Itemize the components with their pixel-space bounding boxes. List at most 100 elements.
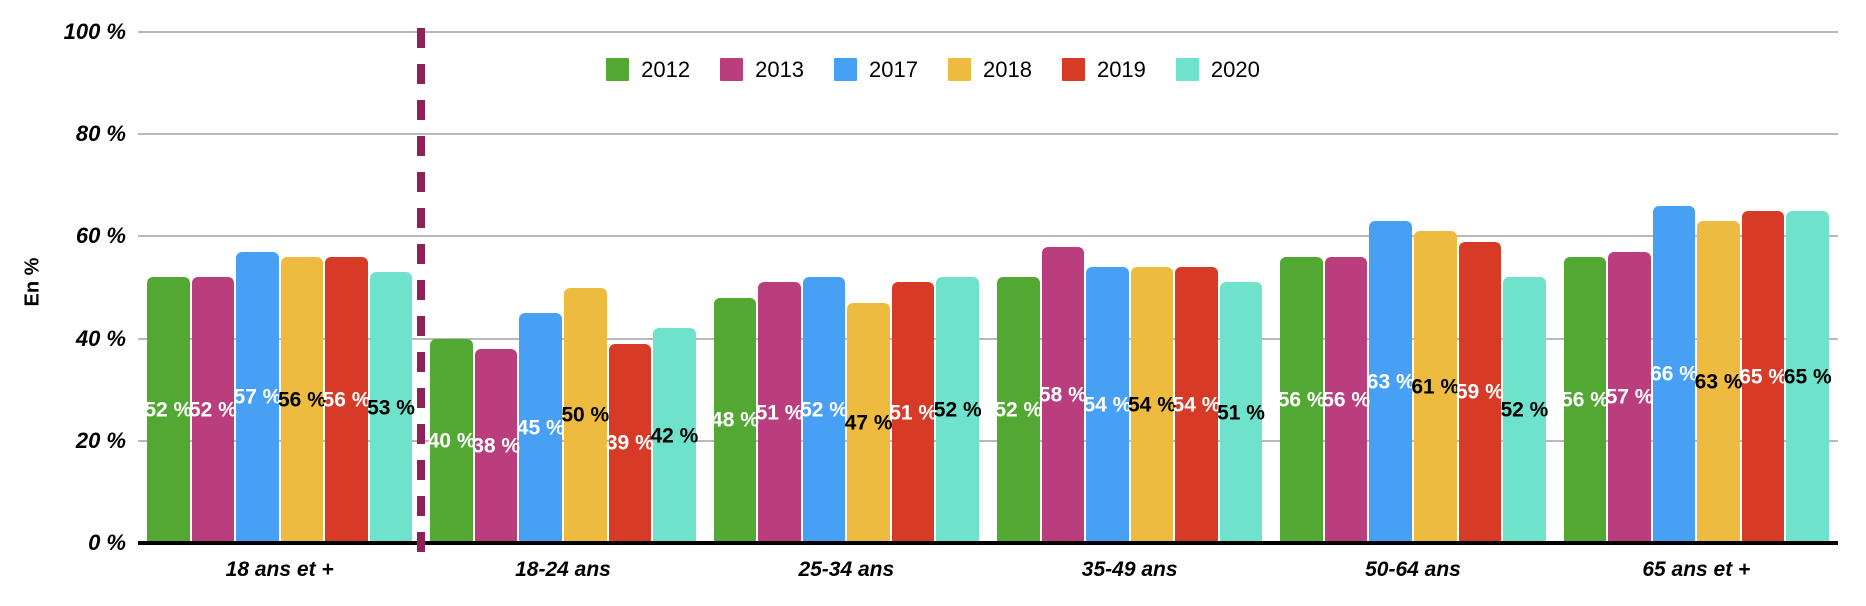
legend-item-2013: 2013 (720, 58, 804, 81)
bar-2013-25-34-ans (758, 282, 801, 543)
legend-swatch-2018 (948, 58, 971, 81)
bar-2017-25-34-ans (802, 277, 846, 543)
bar-value-label: 38 % (472, 434, 521, 458)
bar-2018-65-ans-et-+ (1697, 221, 1740, 543)
bar-value-label: 57 % (233, 385, 282, 409)
bar-value-label: 50 % (561, 403, 610, 427)
y-tick-label-0: 0 % (88, 530, 126, 555)
bar-value-label: 57 % (1605, 385, 1654, 409)
bar-value-label: 45 % (516, 416, 565, 440)
bar-2017-50-64-ans (1369, 221, 1412, 543)
bar-2020-18-24-ans (653, 328, 696, 543)
bar-value-label: 56 % (278, 388, 326, 412)
legend-item-2017: 2017 (834, 58, 918, 81)
bar-value-label: 53 % (367, 396, 415, 420)
bar-value-label: 51 % (1217, 401, 1265, 425)
bar-2018-50-64-ans (1414, 231, 1457, 543)
y-tick-label-60: 60 % (75, 223, 126, 249)
y-tick-label-100: 100 % (63, 19, 126, 44)
bar-value-label: 54 % (1128, 393, 1176, 417)
bar-2020-18-ans-et-+ (369, 272, 413, 543)
bar-value-label: 65 % (1739, 365, 1788, 389)
bar-value-label: 65 % (1783, 365, 1832, 389)
bar-value-label: 66 % (1650, 362, 1698, 386)
bar-value-label: 56 % (1277, 388, 1326, 412)
legend-swatch-2017 (834, 58, 858, 81)
bar-2019-65-ans-et-+ (1741, 210, 1785, 543)
x-axis-label-18-ans-et-+: 18 ans et + (225, 558, 334, 581)
legend-label: 2020 (1210, 56, 1260, 82)
gridline-60 (138, 235, 1838, 238)
bar-value-label: 42 % (650, 424, 699, 448)
bar-value-label: 40 % (427, 429, 476, 453)
bar-value-label: 48 % (711, 408, 759, 432)
x-axis-label-18-24-ans: 18-24 ans (515, 558, 611, 581)
y-tick-label-80: 80 % (75, 121, 126, 147)
legend-label: 2019 (1096, 56, 1146, 82)
bar-2012-18-24-ans (430, 338, 473, 543)
bar-2017-18-24-ans (519, 313, 562, 543)
bar-value-label: 54 % (1172, 393, 1221, 417)
gridline-20 (138, 439, 1838, 442)
y-tick-label-40: 40 % (75, 325, 126, 351)
bar-value-label: 63 % (1694, 370, 1743, 394)
bar-value-label: 59 % (1455, 380, 1504, 404)
bar-value-label: 58 % (1038, 383, 1087, 407)
legend: 2012 2013 2017 2018 2019 2020 (0, 58, 1866, 81)
bar-value-label: 52 % (800, 398, 848, 422)
bar-value-label: 56 % (1322, 388, 1371, 412)
bar-2012-35-49-ans (997, 277, 1040, 543)
bar-2017-65-ans-et-+ (1652, 205, 1696, 543)
bar-2013-65-ans-et-+ (1608, 251, 1651, 543)
legend-item-2012: 2012 (606, 58, 690, 81)
bar-value-label: 52 % (188, 398, 237, 422)
legend-label: 2013 (755, 56, 805, 82)
bar-2020-65-ans-et-+ (1786, 210, 1829, 543)
bar-value-label: 54 % (1083, 393, 1132, 417)
bar-2017-18-ans-et-+ (236, 251, 279, 543)
bar-2012-18-ans-et-+ (147, 277, 190, 543)
bar-2013-18-ans-et-+ (191, 277, 235, 543)
bar-2020-50-64-ans (1503, 277, 1546, 543)
bar-2013-35-49-ans (1041, 246, 1085, 543)
bar-2020-25-34-ans (936, 277, 979, 543)
gridline-80 (138, 133, 1838, 136)
bar-value-label: 56 % (1561, 388, 1609, 412)
x-axis-label-25-34-ans: 25-34 ans (798, 558, 895, 581)
bar-2012-25-34-ans (713, 297, 757, 543)
legend-item-2018: 2018 (948, 58, 1032, 81)
bar-value-label: 52 % (144, 398, 193, 422)
bar-2018-18-ans-et-+ (280, 256, 324, 543)
bar-2017-35-49-ans (1086, 267, 1129, 543)
bar-2019-18-24-ans (608, 343, 652, 543)
y-axis-title: En % (21, 257, 44, 307)
legend-label: 2017 (869, 56, 918, 82)
legend-swatch-2012 (606, 58, 630, 81)
bar-value-label: 56 % (322, 388, 371, 412)
bar-2019-50-64-ans (1458, 241, 1502, 543)
x-axis-label-35-49-ans: 35-49 ans (1081, 558, 1178, 581)
bar-value-label: 61 % (1411, 375, 1460, 399)
gridline-40 (138, 337, 1838, 340)
legend-swatch-2013 (720, 58, 744, 81)
legend-label: 2018 (983, 56, 1032, 82)
bar-value-label: 47 % (844, 411, 893, 435)
y-tick-label-20: 20 % (75, 427, 126, 453)
bar-value-label: 39 % (605, 431, 654, 455)
x-axis-line (138, 541, 1838, 545)
bar-2019-25-34-ans (891, 282, 935, 543)
bar-value-label: 63 % (1366, 370, 1415, 394)
legend-label: 2012 (641, 56, 691, 82)
bar-value-label: 51 % (755, 401, 804, 425)
legend-item-2019: 2019 (1061, 56, 1146, 82)
bar-value-label: 52 % (933, 398, 982, 422)
bar-value-label: 52 % (994, 398, 1043, 422)
bar-2020-35-49-ans (1219, 282, 1263, 543)
bar-2019-35-49-ans (1175, 267, 1218, 543)
bar-2018-25-34-ans (847, 302, 890, 543)
bar-value-label: 52 % (1500, 398, 1549, 422)
category-break-dashed-line (417, 28, 426, 560)
gridline-100 (138, 31, 1838, 33)
bar-2013-18-24-ans (474, 348, 518, 543)
